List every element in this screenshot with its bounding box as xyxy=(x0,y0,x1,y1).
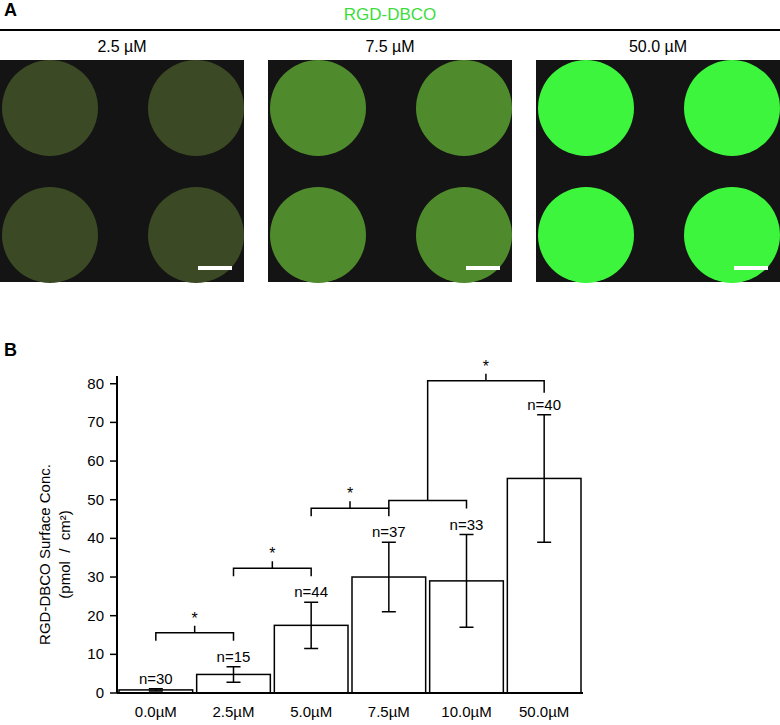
spot xyxy=(538,60,634,156)
image-label: 2.5 µM xyxy=(97,38,146,55)
image-label: 7.5 µM xyxy=(365,38,414,55)
plot-area xyxy=(119,415,581,693)
spot xyxy=(2,60,98,156)
image-background xyxy=(0,60,244,282)
x-tick-label: 5.0µM xyxy=(290,703,332,720)
y-axis xyxy=(116,376,118,693)
significance-star: * xyxy=(192,610,198,627)
panel-label: A xyxy=(4,0,17,20)
panel-label: B xyxy=(4,340,17,360)
x-tick-label: 10.0µM xyxy=(441,703,491,720)
spot xyxy=(684,60,780,156)
y-tick xyxy=(110,422,117,424)
error-bar xyxy=(149,689,163,691)
y-tick xyxy=(110,654,117,656)
error-bar xyxy=(460,535,474,628)
significance-bracket xyxy=(428,374,545,501)
n-label: n=40 xyxy=(527,396,561,413)
title-rule xyxy=(0,29,780,31)
y-tick-label: 60 xyxy=(87,452,104,469)
y-axis-label-line: (pmol / cm²) xyxy=(56,510,73,598)
x-axis xyxy=(117,692,583,694)
figure: A RGD-DBCO 2.5 µM 7.5 µM 50.0 µM B 0 10 20 30 40 50… xyxy=(0,0,780,725)
spot xyxy=(148,60,244,156)
spot xyxy=(270,60,366,156)
y-tick-label: 30 xyxy=(87,568,104,585)
group-bracket xyxy=(389,501,467,509)
significance-star: * xyxy=(347,485,353,502)
n-label: n=44 xyxy=(294,583,328,600)
significance-bracket xyxy=(156,626,234,641)
y-tick-label: 10 xyxy=(87,645,104,662)
image-background xyxy=(268,60,512,282)
spot xyxy=(270,187,366,283)
y-tick-label: 40 xyxy=(87,529,104,546)
x-tick-label: 2.5µM xyxy=(213,703,255,720)
y-tick xyxy=(110,499,117,501)
y-tick-label: 70 xyxy=(87,413,104,430)
scale-bar xyxy=(466,266,500,270)
significance-star: * xyxy=(269,545,275,562)
spot xyxy=(148,187,244,283)
y-tick-label: 20 xyxy=(87,607,104,624)
y-tick xyxy=(110,615,117,617)
spot xyxy=(2,187,98,283)
error-bar xyxy=(304,602,318,648)
y-tick-label: 50 xyxy=(87,491,104,508)
spot xyxy=(416,60,512,156)
scale-bar xyxy=(734,266,768,270)
spot xyxy=(684,187,780,283)
y-tick xyxy=(110,383,117,385)
scale-bar xyxy=(198,266,232,270)
y-tick xyxy=(110,538,117,540)
spot xyxy=(416,187,512,283)
y-tick-label: 0 xyxy=(96,684,104,701)
x-tick-label: 7.5µM xyxy=(368,703,410,720)
y-tick xyxy=(110,576,117,578)
n-label: n=33 xyxy=(450,516,484,533)
significance-bracket xyxy=(311,501,389,516)
y-axis-label: RGD-DBCO Surface Conc.(pmol / cm²) xyxy=(36,464,73,645)
panel-title: RGD-DBCO xyxy=(344,5,437,24)
x-tick-label: 0.0µM xyxy=(135,703,177,720)
n-label: n=37 xyxy=(372,523,406,540)
n-label: n=15 xyxy=(217,648,251,665)
n-label: n=30 xyxy=(139,670,173,687)
y-tick xyxy=(110,460,117,462)
significance-star: * xyxy=(483,358,489,375)
error-bar xyxy=(382,542,396,612)
x-tick-label: 50.0µM xyxy=(519,703,569,720)
y-tick xyxy=(110,692,117,694)
spot xyxy=(538,187,634,283)
error-bar xyxy=(227,667,241,682)
image-background xyxy=(536,60,780,282)
significance-bracket xyxy=(234,561,312,576)
image-label: 50.0 µM xyxy=(629,38,687,55)
y-tick-label: 80 xyxy=(87,375,104,392)
y-axis-label-line: RGD-DBCO Surface Conc. xyxy=(36,464,53,645)
error-bar xyxy=(537,415,551,543)
